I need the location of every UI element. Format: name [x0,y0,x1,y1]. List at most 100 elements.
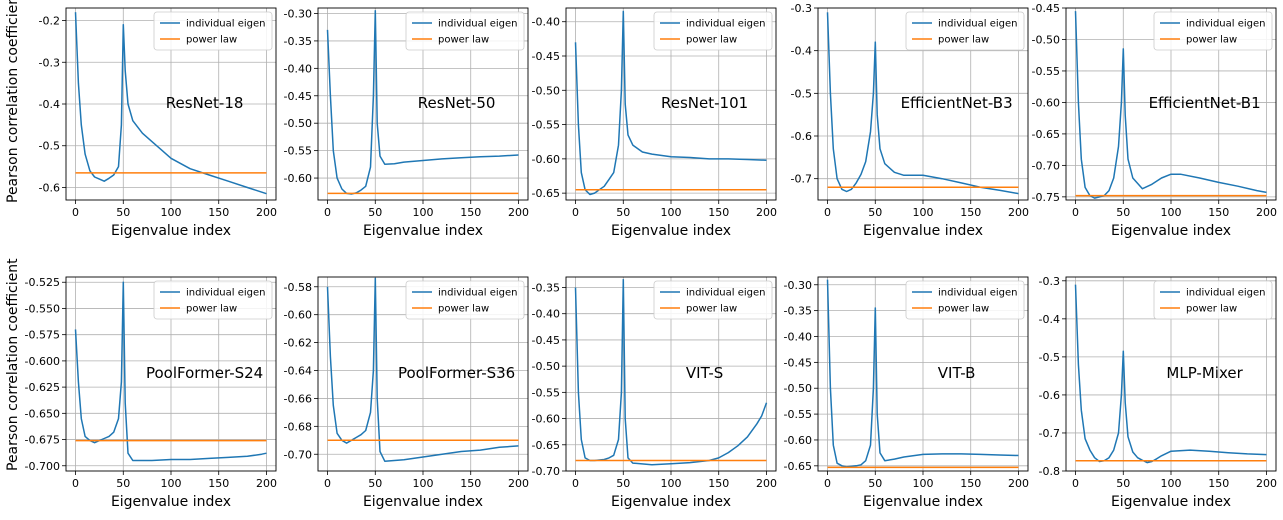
y-tick-label: -0.3 [1039,275,1060,288]
y-tick-label: -0.60 [532,153,560,166]
y-tick-label: -0.50 [284,117,312,130]
x-tick-label: 200 [1256,477,1277,490]
y-tick-label: -0.35 [784,305,812,318]
x-tick-label: 50 [616,477,630,490]
series-line-individual-eigen [1074,284,1267,464]
x-tick-label: 150 [208,206,229,219]
x-tick-label: 100 [913,206,934,219]
legend-label: individual eigen [186,19,265,30]
x-tick-label: 50 [368,206,382,219]
x-tick-label: 150 [1208,206,1229,219]
x-tick-label: 100 [161,477,182,490]
legend: individual eigen power law [405,280,525,320]
y-tick-label: -0.575 [25,329,60,342]
x-tick-label: 50 [1116,477,1130,490]
x-axis-label: Eigenvalue index [611,223,731,239]
y-tick-label: -0.2 [39,15,60,28]
x-tick-label: 200 [1008,206,1029,219]
chart-title: ResNet-50 [418,94,496,112]
legend-label: individual eigen [438,288,517,299]
y-tick-label: -0.40 [532,308,560,321]
y-tick-label: -0.45 [284,90,312,103]
series-line-individual-eigen [826,279,1019,468]
x-tick-label: 50 [368,477,382,490]
y-tick-label: -0.55 [1032,65,1060,78]
x-tick-label: 50 [116,477,130,490]
x-tick-label: 150 [460,477,481,490]
x-tick-label: 200 [756,206,777,219]
x-tick-label: 200 [256,477,277,490]
x-tick-label: 50 [868,206,882,219]
series-line-individual-eigen [74,12,267,195]
y-tick-label: -0.62 [284,337,312,350]
y-tick-label: -0.650 [25,407,60,420]
x-tick-label: 100 [161,206,182,219]
chart-title: ResNet-101 [661,94,748,112]
legend: individual eigen power law [905,280,1025,320]
y-tick-label: -0.70 [1032,159,1060,172]
y-tick-label: -0.45 [532,50,560,63]
y-tick-label: -0.65 [1032,128,1060,141]
y-tick-label: -0.3 [39,56,60,69]
chart-title: VIT-B [938,364,976,382]
y-tick-label: -0.60 [532,413,560,426]
y-tick-label: -0.50 [532,84,560,97]
y-tick-label: -0.68 [284,420,312,433]
x-axis-label: Eigenvalue index [111,223,231,239]
legend-label: power law [686,304,737,315]
x-tick-label: 0 [324,477,331,490]
y-tick-label: -0.50 [784,382,812,395]
legend-label: individual eigen [938,288,1017,299]
legend-label: individual eigen [686,19,765,30]
legend-box [405,11,525,51]
legend-box [905,11,1025,51]
x-tick-label: 150 [1208,477,1229,490]
chart-title: EfficientNet-B3 [901,94,1013,112]
x-tick-label: 50 [116,206,130,219]
legend-label: power law [186,35,237,46]
y-tick-label: -0.60 [784,434,812,447]
y-tick-label: -0.70 [284,448,312,461]
x-tick-label: 100 [661,206,682,219]
y-tick-label: -0.3 [791,2,812,15]
y-tick-label: -0.64 [284,365,312,378]
legend: individual eigen power law [653,11,773,51]
legend-label: power law [186,304,237,315]
y-tick-label: -0.40 [532,16,560,29]
chart-title: MLP-Mixer [1166,364,1243,382]
y-tick-label: -0.50 [532,360,560,373]
y-tick-label: -0.7 [791,173,812,186]
x-axis-label: Eigenvalue index [363,494,483,510]
x-tick-label: 150 [208,477,229,490]
legend: individual eigen power law [653,280,773,320]
y-tick-label: -0.55 [784,408,812,421]
y-tick-label: -0.65 [784,460,812,473]
y-tick-label: -0.5 [39,140,60,153]
x-axis-label: Eigenvalue index [863,494,983,510]
series-line-individual-eigen [326,9,519,195]
legend-box [153,11,273,51]
y-tick-label: -0.675 [25,434,60,447]
y-tick-label: -0.5 [791,87,812,100]
legend-box [153,280,273,320]
y-tick-label: -0.45 [1032,2,1060,15]
x-tick-label: 100 [413,477,434,490]
x-tick-label: 100 [661,477,682,490]
legend-box [1153,280,1273,320]
x-tick-label: 0 [824,206,831,219]
chart-title: VIT-S [686,364,723,382]
x-axis-label: Eigenvalue index [1111,494,1231,510]
y-tick-label: -0.550 [25,302,60,315]
y-tick-label: -0.40 [784,330,812,343]
legend-label: individual eigen [686,288,765,299]
y-tick-label: -0.60 [284,172,312,185]
y-tick-label: -0.35 [284,35,312,48]
x-tick-label: 150 [460,206,481,219]
x-tick-label: 100 [1161,477,1182,490]
